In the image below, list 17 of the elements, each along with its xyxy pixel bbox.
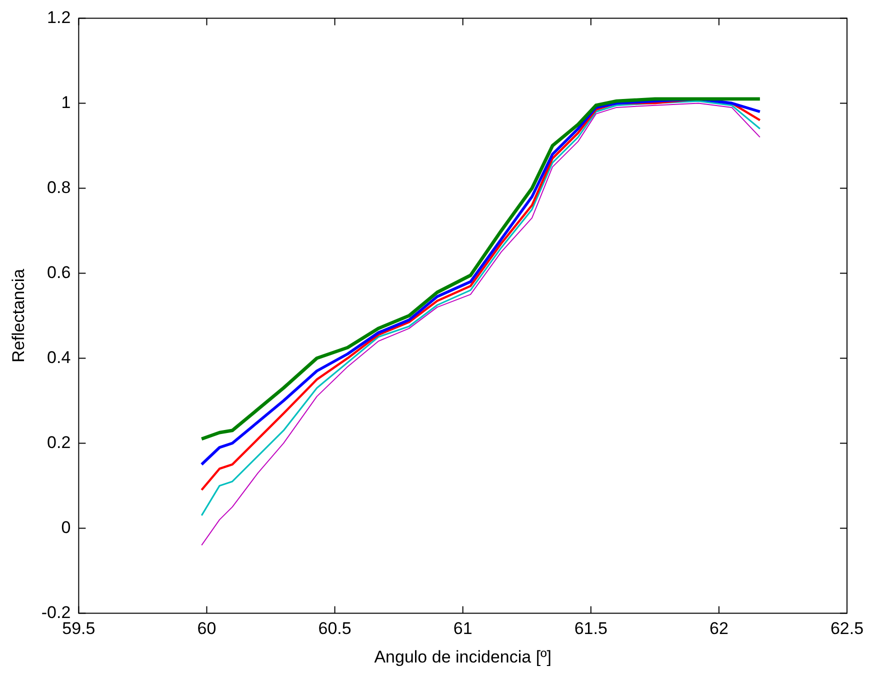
y-tick-label: 1 bbox=[61, 92, 71, 112]
x-tick-label: 61 bbox=[453, 619, 472, 638]
x-tick-label: 60 bbox=[197, 619, 216, 638]
y-tick-label: 0 bbox=[61, 518, 71, 537]
x-tick-label: 62.5 bbox=[830, 619, 864, 638]
x-axis-title: Angulo de incidencia [º] bbox=[374, 647, 552, 666]
y-tick-label: 0.6 bbox=[47, 262, 71, 282]
y-axis-title: Reflectancia bbox=[8, 268, 28, 362]
x-tick-label: 62 bbox=[709, 619, 728, 638]
x-tick-label: 60.5 bbox=[318, 619, 352, 638]
y-tick-label: -0.2 bbox=[41, 602, 71, 622]
y-tick-label: 0.8 bbox=[47, 178, 71, 197]
y-tick-label: 0.4 bbox=[47, 348, 71, 367]
x-tick-label: 61.5 bbox=[574, 619, 608, 638]
y-tick-label: 1.2 bbox=[47, 8, 71, 27]
x-tick-label: 59.5 bbox=[62, 619, 96, 638]
y-tick-label: 0.2 bbox=[47, 432, 71, 452]
